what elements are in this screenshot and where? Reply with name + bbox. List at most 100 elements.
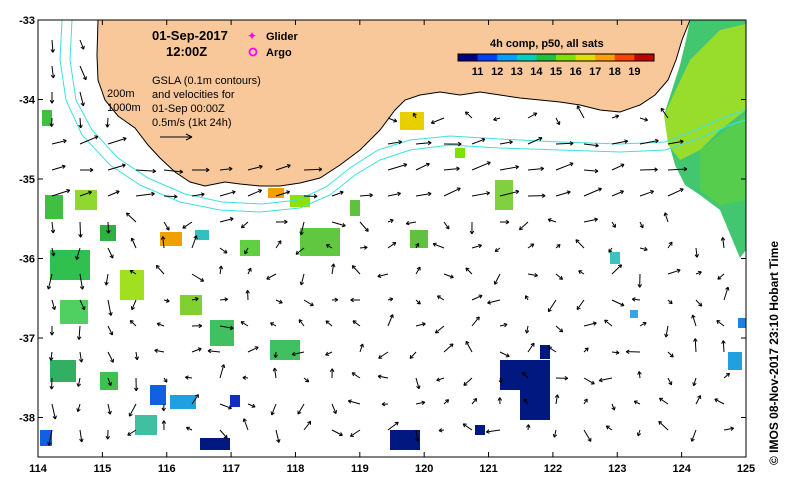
velocity-arrow [576,105,585,119]
velocity-arrow [49,91,55,104]
velocity-arrow [583,168,599,174]
colorbar-swatch [516,54,537,61]
velocity-arrow [79,91,85,107]
velocity-arrow [191,273,205,282]
velocity-arrow [499,322,508,328]
velocity-arrow [499,164,520,171]
velocity-arrow [273,351,278,359]
velocity-arrow [659,397,669,405]
colorbar-swatch [634,54,655,61]
colorbar-tick-label: 14 [530,66,543,78]
velocity-arrow [130,299,137,311]
velocity-arrow [275,429,281,443]
velocity-arrow [76,403,81,413]
velocity-arrow [242,418,249,431]
colorbar-tick-label: 19 [628,66,640,78]
velocity-arrow [695,395,702,405]
velocity-arrow [555,117,561,126]
velocity-arrow [523,398,529,405]
velocity-arrow [191,235,198,249]
velocity-arrow [611,264,623,275]
velocity-arrow [79,273,85,290]
velocity-arrow [493,116,501,122]
velocity-arrow [49,325,55,336]
velocity-arrow [611,139,629,145]
velocity-arrow [547,218,557,223]
velocity-arrow [691,314,697,327]
velocity-arrow [387,163,408,171]
velocity-arrow [436,295,445,301]
velocity-arrow [463,377,473,386]
velocity-arrow [107,136,127,145]
velocity-arrow [185,426,193,431]
velocity-arrow [303,377,310,383]
velocity-arrow [303,299,314,307]
x-tick-label: 120 [415,463,433,475]
velocity-arrow [443,141,462,147]
velocity-arrow [636,429,642,437]
velocity-arrow [270,322,277,327]
gsla-line3: 01-Sep 00:00Z [152,103,225,115]
velocity-arrow [499,219,510,225]
velocity-arrow [351,265,361,275]
velocity-arrow [79,167,94,173]
velocity-arrow [161,403,166,412]
velocity-arrow [415,191,432,197]
velocity-arrow [299,221,305,236]
colorbar-swatch [556,54,577,61]
velocity-arrow [611,403,616,411]
contour-1000-label: 1000m [107,102,141,114]
velocity-arrow [471,191,490,197]
velocity-arrow [667,139,684,145]
velocity-arrow [107,247,114,259]
velocity-arrow [107,351,115,363]
velocity-arrow [303,167,323,172]
velocity-arrow [554,394,560,405]
velocity-arrow [219,217,234,223]
velocity-arrow [270,403,277,416]
velocity-arrow [329,368,335,379]
velocity-arrow [412,112,417,119]
velocity-arrow [583,377,595,385]
velocity-arrow [79,429,84,443]
y-tick-label: -33 [19,15,35,27]
velocity-arrow [219,297,229,302]
velocity-arrow [639,221,644,229]
velocity-arrow [625,349,641,354]
credit-label: © IMOS 08-Nov-2017 23:10 Hobart Time [767,241,781,465]
velocity-arrow [163,169,184,174]
velocity-arrow [129,269,137,275]
velocity-arrow [75,247,81,260]
velocity-arrow [415,400,426,405]
velocity-arrow [218,265,224,275]
velocity-arrow [692,377,697,387]
velocity-arrow [51,138,67,145]
velocity-arrow [639,246,648,252]
velocity-arrow [465,267,473,275]
velocity-arrow [163,298,170,303]
velocity-arrow [583,217,598,223]
velocity-arrow [583,143,599,148]
velocity-arrow [79,65,87,81]
velocity-arrow [526,424,531,431]
velocity-arrow [639,167,658,172]
velocity-arrow [49,351,54,361]
velocity-arrow [191,167,210,173]
velocity-arrow [497,397,503,405]
glider-label: Glider [266,31,299,43]
velocity-arrow [291,351,305,357]
velocity-arrow [723,426,734,431]
velocity-arrow [78,221,83,238]
x-tick-label: 116 [158,463,176,475]
velocity-arrow [443,187,461,197]
velocity-arrow [608,247,613,253]
colorbar-tick-label: 16 [569,66,581,78]
velocity-arrow [639,190,655,197]
velocity-arrow [611,114,620,119]
velocity-arrow [415,162,430,171]
velocity-arrow [639,321,647,327]
velocity-arrow [219,403,232,410]
velocity-arrow [240,321,249,327]
velocity-arrow [219,429,228,439]
velocity-arrow [191,323,203,329]
